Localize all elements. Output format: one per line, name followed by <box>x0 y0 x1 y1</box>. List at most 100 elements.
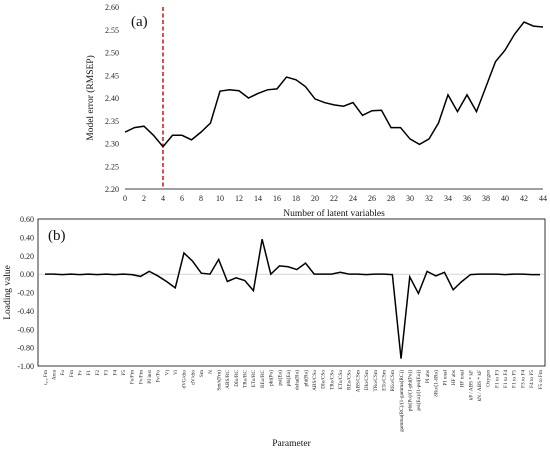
panel-b-parameter-label: Vi <box>173 369 179 375</box>
panel-b-parameter-label: F5 <box>121 370 127 376</box>
panel-b-parameter-label: ABS/RC <box>225 370 231 389</box>
panel-b-parameter-label: Fv/Fo <box>156 370 162 383</box>
panel-b-parameter-label: REo/RC <box>260 370 266 388</box>
panel-b-parameter-label: ETo/CSo <box>338 370 344 390</box>
panel-b-parameter-label: F1 to F4 <box>503 370 509 388</box>
panel-b-parameter-label: HF abs <box>451 370 457 385</box>
panel-b-parameter-label: F4 <box>112 370 118 376</box>
panel-a-y-tick-labels: 2.20 2.25 2.30 2.35 2.40 2.45 2.50 2.55 2.60 <box>105 3 119 194</box>
panel-b-parameter-label: Area <box>51 369 57 380</box>
panel-b-parameter-label: ABS/CSm <box>355 369 361 392</box>
panel-a-x-tick-label: 18 <box>292 194 300 203</box>
panel-b-y-tick-label: 0.00 <box>20 270 34 279</box>
panel-b-series-line <box>45 239 540 359</box>
panel-a-x-tick-label: 12 <box>235 194 243 203</box>
panel-a-x-tick-label: 14 <box>254 194 262 203</box>
panel-b-parameter-label: DIo/CSo <box>321 370 327 389</box>
panel-a-x-tick-label: 24 <box>349 194 357 203</box>
panel-b-parameter-label: DIo/RC <box>234 370 240 387</box>
panel-a-x-tick-label: 44 <box>539 194 547 203</box>
panel-b-parameter-label: Fv/Fm <box>138 369 144 384</box>
panel-b-parameter-label: phi(Po) <box>268 370 275 386</box>
panel-b-x-axis-title: Parameter <box>272 439 311 449</box>
panel-b-parameter-label: PI abs <box>425 370 431 383</box>
panel-b-parameter-label: Fm <box>69 369 75 377</box>
panel-a-y-tick-label: 2.30 <box>105 140 119 149</box>
panel-b-parameter-label: F3 to F4 <box>520 370 526 388</box>
panel-a-y-tick-label: 2.55 <box>105 26 119 35</box>
panel-a-label: (a) <box>131 14 148 30</box>
panel-b-y-tick-label: 0.60 <box>20 215 34 224</box>
panel-b-parameter-label: phi(Po)/(1-phi(Po)) <box>407 370 414 411</box>
panel-a-x-tick-label: 30 <box>406 194 414 203</box>
panel-a-x-tick-label: 34 <box>444 194 452 203</box>
panel-b-parameter-label: TRo/CSo <box>329 370 335 390</box>
panel-b-parameter-label: F3 <box>104 370 110 376</box>
panel-a-x-tick-label: 8 <box>199 194 203 203</box>
panel-a-x-tick-label: 10 <box>216 194 224 203</box>
panel-b-y-tick-label: 0.20 <box>20 252 34 261</box>
panel-b-parameter-label: Vj <box>164 369 170 375</box>
panel-b-y-tick-label: -0.80 <box>17 344 34 353</box>
panel-b-parameter-label: DIo/CSm <box>364 369 370 390</box>
panel-b-parameter-label: ETo/RC <box>251 370 257 388</box>
panel-a-y-axis-title: Model error (RMSEP) <box>85 55 96 141</box>
panel-a-series-line <box>124 21 544 148</box>
panel-b-parameter-label: TRo/RC <box>243 370 249 388</box>
panel-a-y-tick-label: 2.20 <box>105 185 119 194</box>
panel-b-y-axis-title: Loading value <box>3 265 13 320</box>
panel-b-parameter-label: F5 to Fm <box>538 369 544 389</box>
panel-b-parameter-label: F1 to F5 <box>512 370 518 388</box>
panel-b-parameter-label: Oxygen <box>486 370 492 387</box>
panel-b-parameter-label: delta(Ro) <box>294 370 301 390</box>
panel-b-parameter-label: t₀.₂ Fm <box>43 369 49 385</box>
panel-b-parameter-label: PI inst <box>147 369 153 383</box>
panel-a-y-tick-label: 2.45 <box>105 71 119 80</box>
panel-a-x-tick-label: 0 <box>123 194 127 203</box>
panel-a-x-tick-label: 2 <box>142 194 146 203</box>
panel-b-parameter-label: Sm/t(Fm) <box>215 370 222 391</box>
panel-b-parameter-label: psi(Eo)/(1-psi(Eo)) <box>415 370 422 411</box>
panel-a-y-tick-label: 2.50 <box>105 49 119 58</box>
panel-a-x-tick-label: 38 <box>482 194 490 203</box>
panel-b-parameter-label: F2 <box>95 370 101 376</box>
panel-b-parameter-label: phi(Eo) <box>285 370 292 386</box>
panel-a-x-tick-label: 20 <box>311 194 319 203</box>
panel-a-y-tick-label: 2.40 <box>105 94 119 103</box>
panel-b-parameter-label: phi(Ro) <box>302 370 309 387</box>
panel-b-parameter-label: Sm <box>199 369 205 377</box>
panel-b-parameter-label: N <box>208 370 214 374</box>
panel-b-parameter-label: Fv <box>78 370 84 376</box>
panel-b-y-tick-labels: -1.00 -0.80 -0.60 -0.40 -0.20 0.00 0.20 0.40 0.6… <box>17 215 34 371</box>
panel-a-x-tick-label: 28 <box>387 194 395 203</box>
panel-b-parameter-label: ABS/CSo <box>312 370 318 391</box>
panel-a-y-tick-label: 2.25 <box>105 162 119 171</box>
panel-b-y-tick-label: 0.40 <box>20 233 34 242</box>
panel-b-parameter-label: TRo/CSm <box>373 369 379 391</box>
panel-b-parameter-label: dVG/dto <box>182 370 188 389</box>
panel-b-parameter-label: dV/dto <box>190 370 196 385</box>
panel-a-x-tick-label: 40 <box>501 194 509 203</box>
panel-a-x-tick-label: 16 <box>273 194 281 203</box>
panel-b-parameter-label: Fo <box>60 370 66 376</box>
panel-b-parameter-label: gamma(RC)/(1-gamma(RC)) <box>398 370 405 432</box>
panel-b-parameter-label: F1 to F3 <box>494 370 500 388</box>
panel-b-label: (b) <box>48 228 66 244</box>
panel-a-x-tick-label: 22 <box>330 194 338 203</box>
panel-a-x-tick-label: 4 <box>161 194 165 203</box>
panel-b-parameter-label: δRo/(1-δRo) <box>433 370 440 397</box>
panel-a-x-tick-label: 36 <box>463 194 471 203</box>
panel-a-x-tick-label: 6 <box>180 194 184 203</box>
panel-a-y-tick-label: 2.35 <box>105 117 119 126</box>
panel-b-parameter-label: psi(Eo) <box>276 370 283 386</box>
panel-b-parameter-label: PI total <box>442 369 448 385</box>
panel-b-y-tick-label: -0.20 <box>17 289 34 298</box>
panel-b-frame <box>37 218 546 367</box>
panel-b-parameter-label: REo/CSm <box>390 369 396 391</box>
panel-b-parameter-label: F4 to F5 <box>529 370 535 388</box>
panel-a-x-tick-label: 26 <box>368 194 376 203</box>
panel-b-parameter-label: Fo/Fm <box>130 369 136 384</box>
panel-b-y-tick-label: -0.40 <box>17 307 34 316</box>
